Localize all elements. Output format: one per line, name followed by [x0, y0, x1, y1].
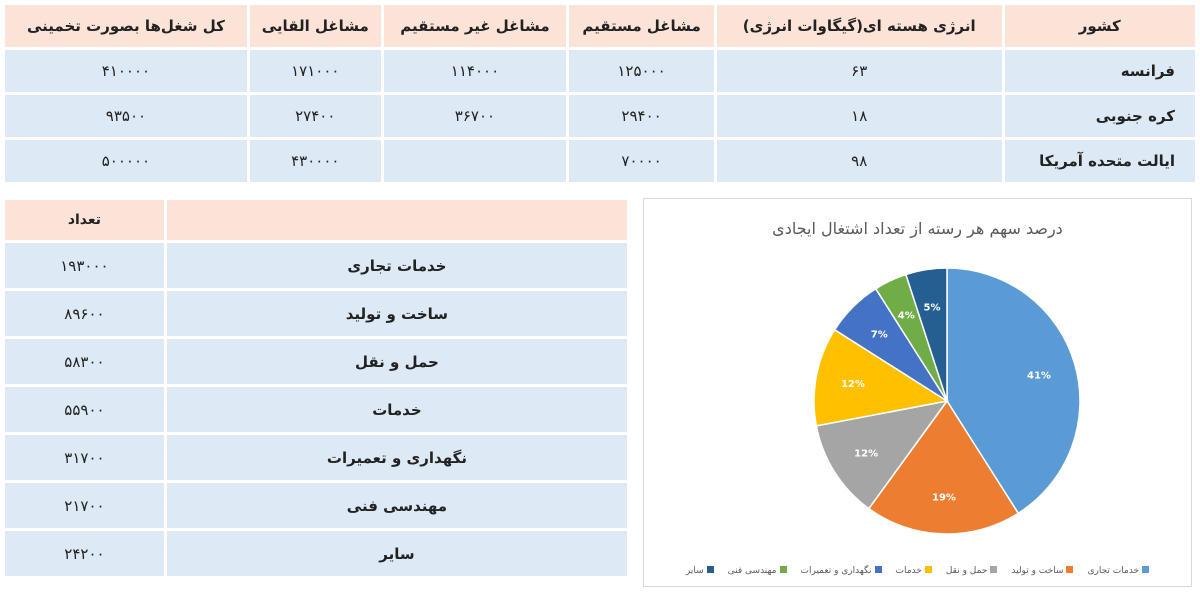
- row-label: ساخت و تولید: [166, 291, 627, 336]
- slice-label: 5%: [924, 302, 941, 313]
- energy-jobs-table: کشور انرژی هسته ای(گیگاوات انرژی) مشاغل مس…: [2, 2, 1198, 185]
- table-cell: ۱۱۴۰۰۰: [383, 50, 567, 92]
- table-row: حمل و نقل ۵۸۳۰۰: [5, 339, 627, 384]
- row-label: ایالت متحده آمریکا: [1004, 140, 1195, 182]
- slice-label: 7%: [871, 329, 888, 340]
- legend-swatch: [779, 566, 787, 573]
- table-row: کره جنوبی ۱۸ ۲۹۴۰۰ ۳۶۷۰۰ ۲۷۴۰۰ ۹۳۵۰۰: [5, 95, 1195, 137]
- legend-label: ساخت و تولید: [1011, 566, 1064, 576]
- legend-swatch: [874, 566, 882, 573]
- legend-item: نگهداری و تعمیرات: [801, 566, 882, 576]
- legend-label: خدمات: [895, 566, 922, 576]
- legend-item: حمل و نقل: [946, 566, 998, 576]
- row-label: فرانسه: [1004, 50, 1195, 92]
- pie-slice: [815, 399, 949, 510]
- table-cell: ۲۴۲۰۰: [5, 531, 164, 576]
- legend-swatch: [1142, 566, 1150, 573]
- legend-swatch: [706, 566, 714, 573]
- table-cell: ۶۳: [716, 50, 1002, 92]
- table-cell: ۸۹۶۰۰: [5, 291, 164, 336]
- row-label: سایر: [166, 531, 627, 576]
- chart-legend: خدمات تجاری ساخت و تولید حمل و نقل خدمات نگه…: [644, 566, 1191, 576]
- slice-label: 4%: [898, 310, 915, 321]
- chart-title: درصد سهم هر رسته از تعداد اشتغال ایجادی: [772, 219, 1063, 238]
- legend-swatch: [1066, 566, 1074, 573]
- column-header: مشاغل غیر مستقیم: [383, 5, 567, 47]
- row-label: خدمات: [166, 387, 627, 432]
- jobs-by-sector-table: تعداد خدمات تجاری ۱۹۳۰۰۰ ساخت و تولید ۸۹۶۰۰…: [2, 197, 630, 579]
- legend-item: خدمات تجاری: [1087, 566, 1150, 576]
- table-cell: ۱۲۵۰۰۰: [569, 50, 714, 92]
- table-cell: ۴۱۰۰۰۰: [5, 50, 247, 92]
- column-header: [166, 200, 627, 240]
- pie-slice: [867, 399, 1020, 535]
- slice-label: 12%: [854, 448, 878, 459]
- table-row: نگهداری و تعمیرات ۳۱۷۰۰: [5, 435, 627, 480]
- row-label: خدمات تجاری: [166, 243, 627, 288]
- table-cell: ۳۶۷۰۰: [383, 95, 567, 137]
- column-header: انرژی هسته ای(گیگاوات انرژی): [716, 5, 1002, 47]
- table-row: فرانسه ۶۳ ۱۲۵۰۰۰ ۱۱۴۰۰۰ ۱۷۱۰۰۰ ۴۱۰۰۰۰: [5, 50, 1195, 92]
- table-cell: ۹۸: [716, 140, 1002, 182]
- legend-item: ساخت و تولید: [1011, 566, 1074, 576]
- row-label: نگهداری و تعمیرات: [166, 435, 627, 480]
- table-cell: ۱۷۱۰۰۰: [249, 50, 381, 92]
- table-row: سایر ۲۴۲۰۰: [5, 531, 627, 576]
- table-cell: ۵۰۰۰۰۰: [5, 140, 247, 182]
- column-header: تعداد: [5, 200, 164, 240]
- legend-swatch: [990, 566, 998, 573]
- table-row: ساخت و تولید ۸۹۶۰۰: [5, 291, 627, 336]
- table-cell: [383, 140, 567, 182]
- table-cell: ۵۵۹۰۰: [5, 387, 164, 432]
- table-cell: ۳۱۷۰۰: [5, 435, 164, 480]
- pie-chart: 41% 19% 12% 12% 7% 4% 5%: [813, 267, 1081, 535]
- row-label: حمل و نقل: [166, 339, 627, 384]
- slice-label: 19%: [932, 493, 956, 504]
- row-label: کره جنوبی: [1004, 95, 1195, 137]
- table-row: ایالت متحده آمریکا ۹۸ ۷۰۰۰۰ ۴۳۰۰۰۰ ۵۰۰۰۰۰: [5, 140, 1195, 182]
- legend-item: سایر: [686, 566, 714, 576]
- table-cell: ۷۰۰۰۰: [569, 140, 714, 182]
- slice-label: 12%: [841, 379, 865, 390]
- table-row: مهندسی فنی ۲۱۷۰۰: [5, 483, 627, 528]
- slice-label: 41%: [1027, 370, 1051, 381]
- column-header: کشور: [1004, 5, 1195, 47]
- legend-label: خدمات تجاری: [1087, 566, 1140, 576]
- table-cell: ۲۱۷۰۰: [5, 483, 164, 528]
- legend-label: مهندسی فنی: [727, 566, 777, 576]
- column-header: کل شغل‌ها بصورت تخمینی: [5, 5, 247, 47]
- table-cell: ۲۷۴۰۰: [249, 95, 381, 137]
- table-cell: ۴۳۰۰۰۰: [249, 140, 381, 182]
- legend-swatch: [924, 566, 932, 573]
- pie-chart-panel: درصد سهم هر رسته از تعداد اشتغال ایجادی …: [643, 198, 1192, 587]
- pie-slice: [946, 267, 1081, 515]
- table-cell: ۹۳۵۰۰: [5, 95, 247, 137]
- column-header: مشاغل مستقیم: [569, 5, 714, 47]
- legend-item: مهندسی فنی: [728, 566, 787, 576]
- legend-label: نگهداری و تعمیرات: [800, 566, 872, 576]
- legend-label: حمل و نقل: [945, 566, 988, 576]
- table-cell: ۵۸۳۰۰: [5, 339, 164, 384]
- pie-slice: [813, 328, 950, 427]
- pie-slice: [904, 267, 948, 402]
- column-header: مشاغل القایی: [249, 5, 381, 47]
- legend-item: خدمات: [896, 566, 932, 576]
- table-row: خدمات ۵۵۹۰۰: [5, 387, 627, 432]
- table-cell: ۱۸: [716, 95, 1002, 137]
- table-cell: ۲۹۴۰۰: [569, 95, 714, 137]
- table-row: خدمات تجاری ۱۹۳۰۰۰: [5, 243, 627, 288]
- table-cell: ۱۹۳۰۰۰: [5, 243, 164, 288]
- legend-label: سایر: [685, 566, 704, 576]
- row-label: مهندسی فنی: [166, 483, 627, 528]
